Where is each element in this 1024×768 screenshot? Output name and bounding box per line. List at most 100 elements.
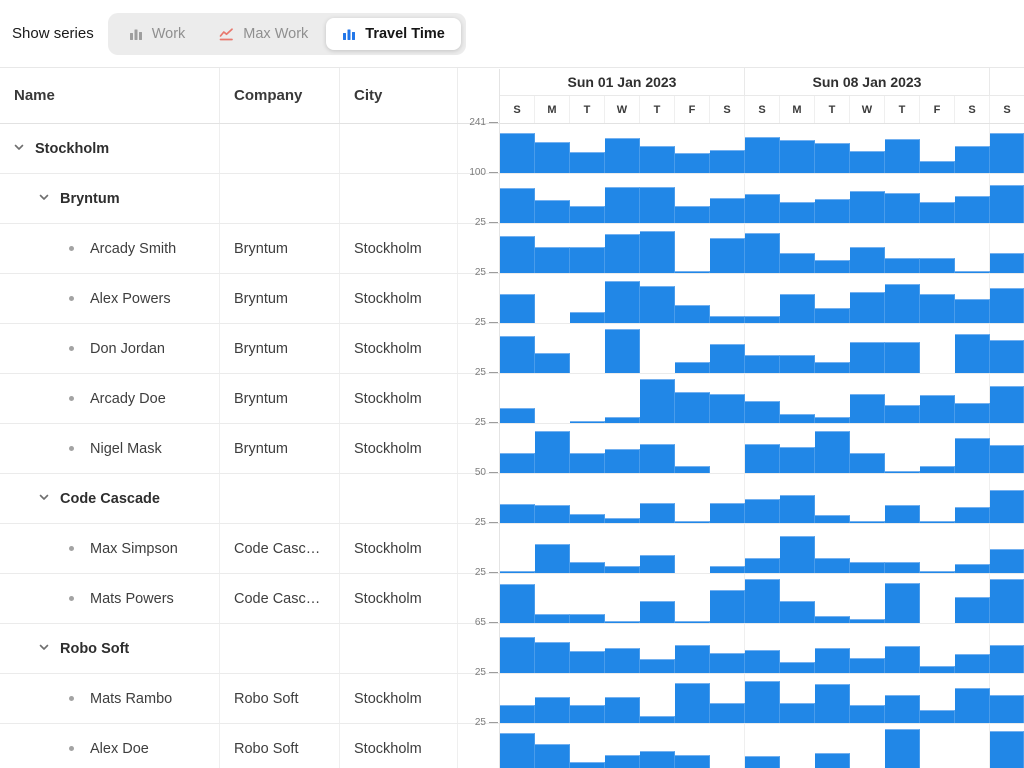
- histogram-bar[interactable]: [920, 258, 955, 273]
- group-row[interactable]: Bryntum 100: [0, 167, 1024, 224]
- histogram-bar[interactable]: [780, 662, 815, 673]
- histogram-bar[interactable]: [500, 236, 535, 273]
- person-row[interactable]: Mats Rambo Robo Soft Stockholm 25: [0, 667, 1024, 724]
- histogram-bar[interactable]: [955, 271, 990, 273]
- histogram-bar[interactable]: [535, 431, 570, 473]
- histogram-bar[interactable]: [955, 299, 990, 323]
- week-header-cell[interactable]: Sun 08 Jan 2023: [745, 68, 990, 96]
- histogram-bar[interactable]: [605, 138, 640, 173]
- grid-chart-splitter[interactable]: [499, 69, 500, 768]
- histogram-bar[interactable]: [745, 233, 780, 273]
- histogram-bar[interactable]: [815, 260, 850, 273]
- histogram-bar[interactable]: [815, 431, 850, 473]
- histogram-bar[interactable]: [850, 521, 885, 523]
- group-row[interactable]: Robo Soft 65: [0, 617, 1024, 674]
- histogram-bar[interactable]: [535, 505, 570, 523]
- histogram-bar[interactable]: [535, 247, 570, 273]
- histogram-bar[interactable]: [710, 503, 745, 523]
- histogram-bar[interactable]: [570, 762, 605, 768]
- column-header-company[interactable]: Company: [220, 68, 340, 123]
- histogram-bar[interactable]: [570, 152, 605, 173]
- histogram-bar[interactable]: [605, 566, 640, 573]
- histogram-bar[interactable]: [675, 206, 710, 223]
- day-header-cell[interactable]: F: [675, 96, 710, 123]
- histogram-bar[interactable]: [815, 558, 850, 573]
- histogram-bar[interactable]: [780, 294, 815, 323]
- histogram-bar[interactable]: [535, 200, 570, 223]
- histogram-bar[interactable]: [885, 695, 920, 723]
- histogram-bar[interactable]: [570, 514, 605, 523]
- histogram-bar[interactable]: [990, 731, 1024, 768]
- column-header-name[interactable]: Name: [0, 68, 220, 123]
- histogram-bar[interactable]: [955, 196, 990, 223]
- histogram-bar[interactable]: [745, 444, 780, 473]
- histogram-bar[interactable]: [885, 342, 920, 373]
- histogram-bar[interactable]: [955, 597, 990, 623]
- histogram-bar[interactable]: [815, 753, 850, 768]
- histogram-bar[interactable]: [745, 137, 780, 173]
- histogram-bar[interactable]: [850, 562, 885, 573]
- histogram-bar[interactable]: [640, 716, 675, 723]
- histogram-bar[interactable]: [885, 139, 920, 173]
- histogram-bar[interactable]: [605, 621, 640, 623]
- series-button-work[interactable]: Work: [113, 18, 202, 50]
- histogram-bar[interactable]: [815, 616, 850, 623]
- histogram-bar[interactable]: [990, 340, 1024, 373]
- histogram-bar[interactable]: [710, 653, 745, 673]
- histogram-bar[interactable]: [675, 683, 710, 723]
- day-header-cell[interactable]: T: [570, 96, 605, 123]
- histogram-bar[interactable]: [955, 507, 990, 523]
- histogram-bar[interactable]: [605, 697, 640, 723]
- histogram-bar[interactable]: [745, 194, 780, 223]
- series-button-travel-time[interactable]: Travel Time: [326, 17, 461, 50]
- histogram-bar[interactable]: [815, 143, 850, 173]
- histogram-bar[interactable]: [640, 444, 675, 473]
- histogram-bar[interactable]: [500, 408, 535, 423]
- histogram-bar[interactable]: [850, 292, 885, 323]
- histogram-bar[interactable]: [605, 417, 640, 423]
- histogram-bar[interactable]: [815, 362, 850, 373]
- histogram-bar[interactable]: [885, 505, 920, 523]
- histogram-bar[interactable]: [850, 619, 885, 623]
- histogram-bar[interactable]: [850, 151, 885, 173]
- histogram-bar[interactable]: [535, 697, 570, 723]
- histogram-bar[interactable]: [675, 621, 710, 623]
- histogram-bar[interactable]: [500, 584, 535, 623]
- histogram-bar[interactable]: [500, 504, 535, 523]
- histogram-bar[interactable]: [990, 445, 1024, 473]
- histogram-bar[interactable]: [885, 193, 920, 223]
- histogram-bar[interactable]: [920, 294, 955, 323]
- histogram-bar[interactable]: [745, 650, 780, 673]
- histogram-bar[interactable]: [605, 329, 640, 373]
- histogram-bar[interactable]: [920, 395, 955, 423]
- histogram-bar[interactable]: [570, 614, 605, 623]
- day-header-cell[interactable]: T: [815, 96, 850, 123]
- histogram-bar[interactable]: [640, 379, 675, 423]
- histogram-bar[interactable]: [605, 281, 640, 323]
- histogram-bar[interactable]: [920, 710, 955, 723]
- group-row[interactable]: Code Cascade 50: [0, 467, 1024, 524]
- histogram-bar[interactable]: [710, 150, 745, 173]
- histogram-bar[interactable]: [955, 146, 990, 173]
- histogram-bar[interactable]: [605, 234, 640, 273]
- histogram-bar[interactable]: [955, 403, 990, 423]
- histogram-bar[interactable]: [710, 344, 745, 373]
- histogram-bar[interactable]: [885, 729, 920, 768]
- histogram-bar[interactable]: [745, 756, 780, 768]
- histogram-bar[interactable]: [640, 751, 675, 768]
- histogram-bar[interactable]: [780, 601, 815, 623]
- day-header-cell[interactable]: F: [920, 96, 955, 123]
- histogram-bar[interactable]: [990, 185, 1024, 223]
- histogram-bar[interactable]: [500, 705, 535, 723]
- histogram-bar[interactable]: [920, 666, 955, 673]
- histogram-bar[interactable]: [815, 417, 850, 423]
- histogram-bar[interactable]: [815, 648, 850, 673]
- histogram-bar[interactable]: [780, 140, 815, 173]
- histogram-bar[interactable]: [955, 564, 990, 573]
- histogram-bar[interactable]: [500, 294, 535, 323]
- histogram-bar[interactable]: [990, 695, 1024, 723]
- histogram-bar[interactable]: [710, 394, 745, 423]
- histogram-bar[interactable]: [920, 161, 955, 173]
- histogram-bar[interactable]: [850, 342, 885, 373]
- histogram-bar[interactable]: [675, 755, 710, 768]
